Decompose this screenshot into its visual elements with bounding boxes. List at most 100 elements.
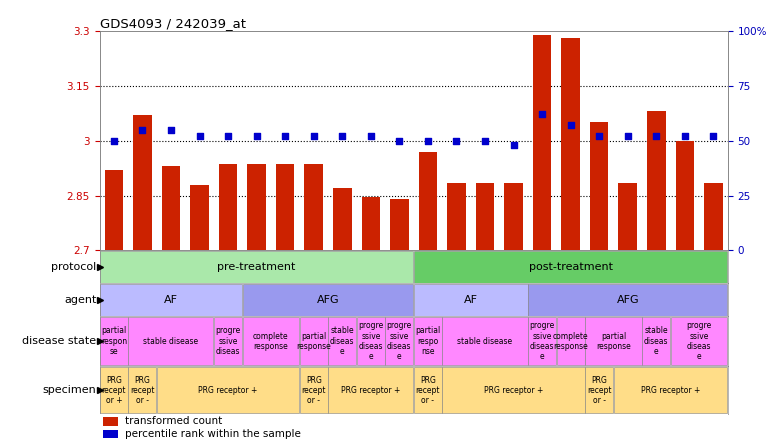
Bar [129,368,156,413]
Bar [528,284,728,316]
Text: partial
response: partial response [596,332,631,351]
Text: agent: agent [64,295,97,305]
Bar [504,183,523,250]
Text: AF: AF [463,295,478,305]
Point [593,133,605,140]
Bar [157,368,300,413]
Point [279,133,291,140]
Bar [100,368,128,413]
Bar [362,198,380,250]
Bar [557,317,584,365]
Text: transformed count: transformed count [125,416,222,427]
Point [165,126,177,133]
Text: complete
response: complete response [253,332,289,351]
Text: stable disease: stable disease [143,337,198,346]
Bar [561,38,580,250]
Bar [162,166,180,250]
Bar [414,317,442,365]
Bar [647,111,666,250]
Text: partial
respo
nse: partial respo nse [415,326,440,356]
Text: PRG
recept
or -: PRG recept or - [302,376,326,405]
Bar [243,317,300,365]
Point [422,137,434,144]
Bar [414,368,442,413]
Bar [357,317,385,365]
Bar [618,183,637,250]
Text: disease state: disease state [22,336,97,346]
Bar [100,251,414,283]
Bar [385,317,414,365]
Bar [643,317,670,365]
Point [450,137,463,144]
Text: AFG: AFG [316,295,339,305]
Text: GDS4093 / 242039_at: GDS4093 / 242039_at [100,17,246,30]
Bar [214,317,242,365]
Text: PRG receptor +: PRG receptor + [641,386,700,395]
Text: partial
respon
se: partial respon se [101,326,127,356]
Point [250,133,263,140]
Bar [219,164,237,250]
Point [365,133,377,140]
Text: stable disease: stable disease [457,337,512,346]
Bar [533,35,552,250]
Bar [329,368,414,413]
Bar [333,188,352,250]
Point [479,137,491,144]
Text: protocol: protocol [51,262,97,272]
Point [336,133,349,140]
Bar [329,317,356,365]
Bar [243,284,414,316]
Text: progre
ssive
diseas
e: progre ssive diseas e [387,321,412,361]
Text: progre
ssive
diseas: progre ssive diseas [215,326,241,356]
Bar [671,317,728,365]
Point [707,133,719,140]
Bar [300,368,328,413]
Text: pre-treatment: pre-treatment [218,262,296,272]
Bar [276,164,294,250]
Bar [419,152,437,250]
Bar [103,429,119,438]
Text: complete
response: complete response [553,332,588,351]
Point [507,142,519,149]
Text: PRG receptor +: PRG receptor + [484,386,543,395]
Bar [528,317,556,365]
Text: AF: AF [164,295,178,305]
Point [308,133,320,140]
Text: post-treatment: post-treatment [529,262,613,272]
Bar [676,141,694,250]
Bar [414,251,728,283]
Bar [704,183,722,250]
Point [679,133,691,140]
Bar [443,317,528,365]
Bar [447,183,466,250]
Bar [443,368,584,413]
Bar [300,317,328,365]
Bar [100,284,242,316]
Text: progre
ssive
diseas
e: progre ssive diseas e [358,321,384,361]
Point [536,111,548,118]
Text: AFG: AFG [617,295,639,305]
Text: progre
ssive
diseas
e: progre ssive diseas e [686,321,712,361]
Bar [585,317,642,365]
Point [136,126,149,133]
Text: PRG
recept
or -: PRG recept or - [587,376,611,405]
Text: stable
diseas
e: stable diseas e [330,326,355,356]
Bar [590,123,608,250]
Bar [614,368,728,413]
Text: PRG
recept
or -: PRG recept or - [130,376,155,405]
Text: progre
ssive
diseas
e: progre ssive diseas e [529,321,555,361]
Text: specimen: specimen [43,385,97,396]
Bar [247,164,266,250]
Text: PRG
recept
or +: PRG recept or + [102,376,126,405]
Bar [100,317,128,365]
Point [622,133,634,140]
Bar [129,317,214,365]
Text: PRG
recept
or -: PRG recept or - [416,376,440,405]
Bar [390,199,408,250]
Bar [190,185,209,250]
Point [393,137,405,144]
Bar [103,417,119,426]
Point [108,137,120,144]
Text: PRG receptor +: PRG receptor + [341,386,401,395]
Point [650,133,663,140]
